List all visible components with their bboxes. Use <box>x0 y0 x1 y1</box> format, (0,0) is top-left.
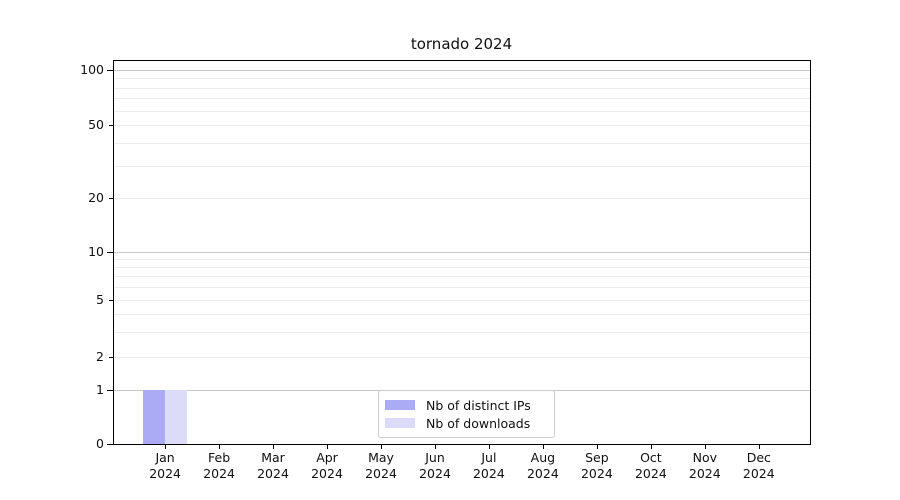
gridline-minor <box>114 258 810 260</box>
legend-entry-downloads: Nb of downloads <box>385 416 548 431</box>
y-tick-label: 1 <box>96 381 104 397</box>
y-axis-tick <box>109 356 113 358</box>
y-tick-label: 100 <box>80 62 104 77</box>
x-tick-label: May 2024 <box>365 450 397 481</box>
y-axis-tick <box>107 251 113 253</box>
x-axis-tick <box>596 444 598 449</box>
gridline-minor <box>114 78 810 80</box>
bar-downloads <box>165 389 188 444</box>
x-tick-label: Apr 2024 <box>311 450 343 481</box>
x-axis-tick <box>704 444 706 449</box>
y-axis-tick <box>107 389 113 391</box>
chart-title: tornado 2024 <box>410 35 513 53</box>
gridline-minor <box>114 287 810 288</box>
x-tick-label: Jul 2024 <box>472 450 505 481</box>
gridline-minor <box>114 143 810 144</box>
gridline-minor <box>114 198 810 200</box>
gridline-minor <box>114 276 810 278</box>
x-axis-tick <box>327 444 328 449</box>
y-axis-tick <box>109 125 113 127</box>
x-tick-label: Feb 2024 <box>203 450 235 481</box>
x-axis-tick <box>273 444 274 449</box>
x-axis-tick <box>488 444 490 449</box>
x-axis-tick <box>219 444 221 449</box>
x-tick-label: Jan 2024 <box>149 450 181 481</box>
x-tick-label: Dec 2024 <box>742 450 775 481</box>
gridline-minor <box>114 267 810 268</box>
x-tick-label: Oct 2024 <box>634 450 667 481</box>
y-axis-tick <box>107 70 113 71</box>
y-tick-label: 5 <box>96 291 104 307</box>
y-tick-label: 20 <box>88 190 104 206</box>
x-tick-label: Nov 2024 <box>688 450 721 481</box>
y-tick-label: 10 <box>88 243 104 259</box>
gridline-minor <box>114 356 810 358</box>
legend-swatch-downloads <box>385 418 415 428</box>
legend: Nb of distinct IPs Nb of downloads <box>378 390 555 438</box>
plot-area: Nb of distinct IPs Nb of downloads 100 50… <box>80 60 811 481</box>
gridline-minor <box>114 313 810 315</box>
x-tick-label: Sep 2024 <box>580 450 613 481</box>
gridline-minor <box>114 125 810 127</box>
legend-label-downloads: Nb of downloads <box>426 415 531 431</box>
x-axis-tick <box>165 444 167 449</box>
gridline-minor <box>114 166 810 167</box>
x-axis-tick <box>758 444 760 449</box>
gridline-major <box>114 251 810 253</box>
legend-label-distinct-ips: Nb of distinct IPs <box>426 397 531 413</box>
gridline-minor <box>114 299 810 301</box>
gridline-minor <box>114 98 810 100</box>
x-tick-label: Mar 2024 <box>257 450 289 481</box>
y-axis-tick <box>107 444 113 445</box>
gridline-minor <box>114 331 810 333</box>
x-tick-label: Jun 2024 <box>419 450 451 481</box>
y-axis-tick <box>109 299 113 301</box>
bar-distinct-ips <box>143 389 166 444</box>
y-tick-label: 0 <box>96 436 104 451</box>
gridline-minor <box>114 87 810 89</box>
x-tick-label: Aug 2024 <box>526 450 559 481</box>
legend-entry-distinct-ips: Nb of distinct IPs <box>385 398 548 413</box>
x-axis-tick <box>650 444 652 449</box>
y-tick-label: 2 <box>96 348 104 364</box>
gridline-minor <box>114 110 810 112</box>
y-axis-tick <box>109 198 113 200</box>
x-axis-tick <box>381 444 382 449</box>
legend-swatch-distinct-ips <box>385 400 415 410</box>
x-axis-tick <box>542 444 544 449</box>
gridline-major <box>114 70 810 71</box>
y-tick-label: 50 <box>88 117 104 133</box>
x-axis-tick <box>435 444 436 449</box>
